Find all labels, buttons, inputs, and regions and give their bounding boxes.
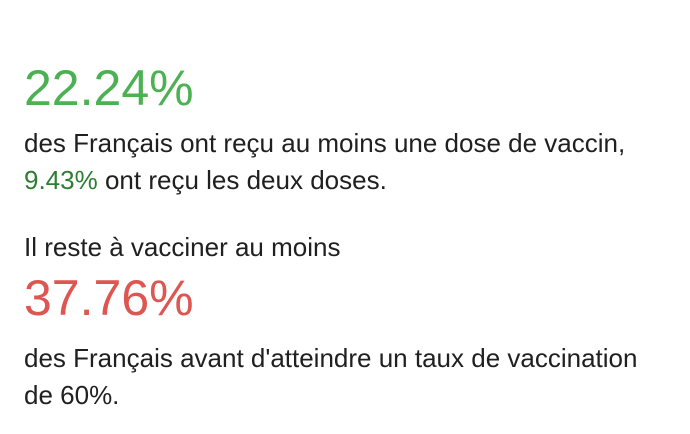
remaining-intro: Il reste à vacciner au moins [24,232,341,262]
second-dose-percentage: 9.43% [24,165,98,195]
remaining-sentence-line-2: de 60%. [24,380,120,410]
first-dose-percentage: 22.24% [24,60,194,116]
second-dose-sentence-rest: ont reçu les deux doses. [97,165,387,195]
remaining-sentence: des Français avant d'atteindre un taux d… [24,340,666,414]
remaining-sentence-line-1: des Français avant d'atteindre un taux d… [24,343,638,373]
first-dose-sentence: des Français ont reçu au moins une dose … [24,125,666,199]
vaccination-stats-panel: 22.24% des Français ont reçu au moins un… [24,60,666,414]
first-dose-sentence-line-1: des Français ont reçu au moins une dose … [24,128,626,158]
remaining-percentage: 37.76% [24,270,194,326]
